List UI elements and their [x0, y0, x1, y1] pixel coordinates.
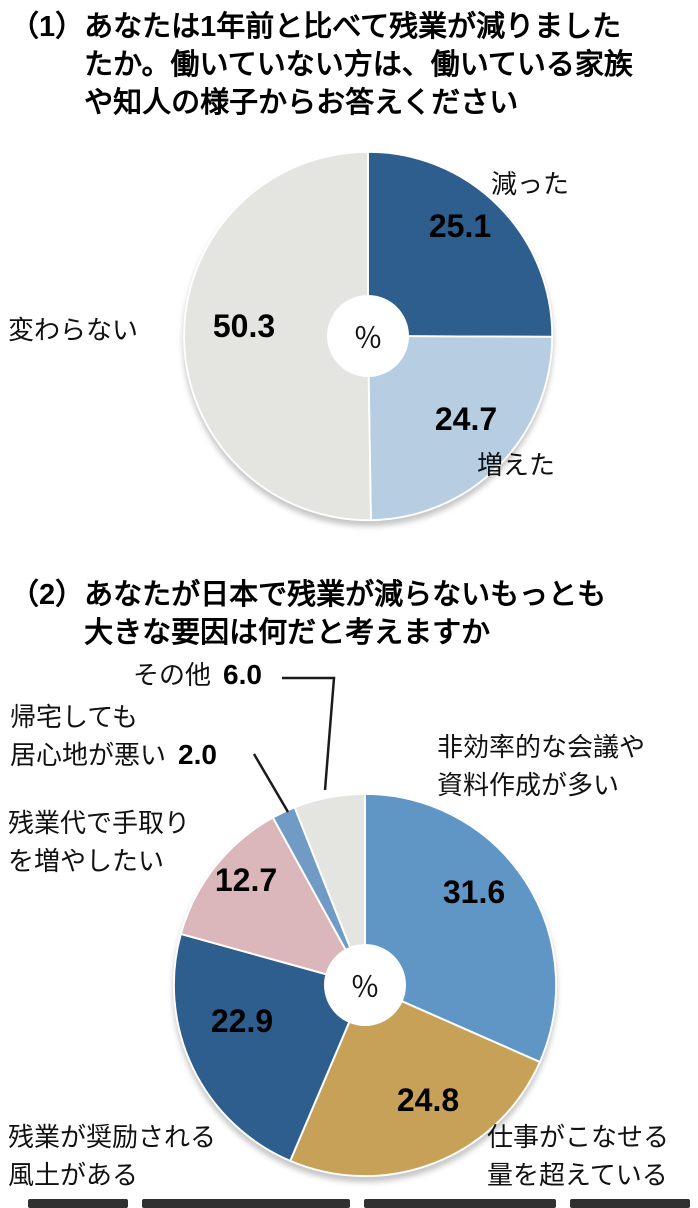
- pie-chart-2-center-hole: ％: [324, 944, 406, 1026]
- cropped-edge-segment: [570, 1199, 690, 1208]
- label-kitaku-line-1: 帰宅しても: [10, 702, 138, 732]
- label-sonota: その他 6.0: [133, 658, 262, 692]
- pie-1-slice-0: [367, 150, 554, 338]
- question-2-number: （2）: [10, 579, 85, 611]
- question-1-title-lines: あなたは1年前と比べて残業が減りました たか。働いていない方は、働いている家族 …: [84, 8, 633, 122]
- cropped-edge-segment: [364, 1199, 556, 1208]
- pie-2-slice-1: [289, 984, 541, 1178]
- value-hetta: 25.1: [428, 208, 492, 244]
- pie-chart-2-unit-label: ％: [350, 972, 380, 1004]
- pie-1-slice-2: [183, 150, 372, 522]
- question-2-title-line-1: あなたが日本で残業が減らないもっとも: [84, 579, 607, 611]
- label-fudo-line-1: 残業が奨励される: [8, 1122, 217, 1152]
- label-sonota-text: その他: [133, 660, 212, 690]
- cropped-edge-segment: [28, 1199, 128, 1208]
- question-1-title-line-3: や知人の様子からお答えください: [84, 87, 519, 119]
- value-fudo: 22.9: [210, 1003, 274, 1039]
- label-fudo-line-2: 風土がある: [8, 1160, 139, 1190]
- value-shigoto: 24.8: [396, 1082, 460, 1118]
- pie-chart-1-svg: [183, 150, 554, 522]
- label-shigoto-line-2: 量を超えている: [487, 1160, 668, 1190]
- pie-chart-2: ％: [170, 790, 560, 1180]
- value-sonota: 6.0: [223, 659, 262, 690]
- pie-chart-1-unit-label: ％: [353, 323, 383, 355]
- pie-chart-1: ％: [180, 148, 556, 524]
- label-kawaranai: 変わらない: [8, 315, 139, 345]
- label-shigoto-line-1: 仕事がこなせる: [487, 1122, 670, 1152]
- value-kaigi: 31.6: [442, 874, 506, 910]
- label-kaigi-line-2: 資料作成が多い: [437, 770, 620, 800]
- label-kaigi-line-1: 非効率的な会議や: [437, 732, 646, 762]
- leader-line-sonota: [282, 676, 336, 791]
- pie-1-slice-1: [367, 335, 554, 522]
- question-1-number: （1）: [10, 11, 85, 43]
- pie-2-slice-2: [173, 933, 366, 1162]
- value-zangyodai: 12.7: [214, 862, 278, 898]
- cropped-edge-segment: [142, 1199, 350, 1208]
- label-zangyodai-line-1: 残業代で手取り: [8, 808, 191, 838]
- pie-2-slice-5: [293, 792, 366, 986]
- label-hetta: 減った: [491, 169, 570, 199]
- question-1-title-line-2: たか。働いていない方は、働いている家族: [84, 49, 633, 81]
- label-zangyodai-line-2: を増やしたい: [8, 846, 165, 876]
- question-2-title: （2） あなたが日本で残業が減らないもっとも 大きな要因は何だと考えますか: [10, 576, 606, 652]
- value-kitaku: 2.0: [178, 739, 217, 770]
- pie-2-slice-0: [364, 792, 558, 1063]
- question-1-title: （1） あなたは1年前と比べて残業が減りました たか。働いていない方は、働いてい…: [10, 8, 633, 122]
- question-1-title-line-1: あなたは1年前と比べて残業が減りました: [84, 11, 622, 43]
- label-kitaku-line-2: 居心地が悪い 2.0: [10, 738, 217, 772]
- pie-chart-2-svg: [173, 792, 558, 1178]
- pie-2-slice-3: [179, 816, 366, 986]
- question-2-title-line-2: 大きな要因は何だと考えますか: [84, 617, 491, 649]
- label-fueta: 増えた: [477, 450, 556, 480]
- label-kitaku-text: 居心地が悪い: [10, 740, 167, 770]
- value-kawaranai: 50.3: [212, 308, 276, 344]
- value-fueta: 24.7: [434, 401, 498, 437]
- pie-chart-1-center-hole: ％: [327, 295, 409, 377]
- question-2-title-lines: あなたが日本で残業が減らないもっとも 大きな要因は何だと考えますか: [84, 576, 606, 652]
